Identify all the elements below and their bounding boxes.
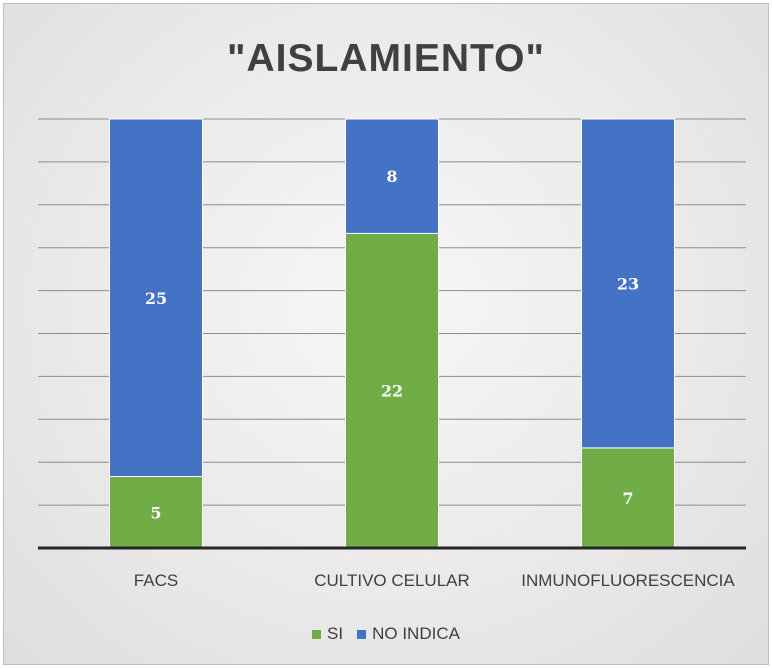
legend-item-no-indica: NO INDICA	[357, 624, 460, 644]
legend-swatch-si	[312, 629, 322, 639]
legend-item-si: SI	[312, 624, 343, 644]
data-label-si: 5	[150, 503, 161, 522]
data-label-no-indica: 23	[617, 274, 639, 293]
x-tick-label: CULTIVO CELULAR	[314, 571, 470, 590]
bar-no-indica	[345, 118, 439, 234]
data-label-si: 7	[622, 489, 633, 508]
data-label-si: 22	[381, 382, 403, 401]
legend: SI NO INDICA	[4, 624, 768, 644]
legend-label-si: SI	[327, 624, 344, 643]
legend-label-no-indica: NO INDICA	[372, 624, 460, 643]
bar-si	[581, 447, 675, 549]
legend-swatch-no-indica	[357, 629, 367, 639]
chart-frame: "AISLAMIENTO" 5 25 FACS 22 8 CULTIVO CELULAR 7…	[3, 3, 769, 665]
bar-si	[345, 232, 439, 549]
plot-area: 5 25 FACS 22 8 CULTIVO CELULAR 7 23 INMUNOFLUORE…	[38, 118, 746, 590]
x-tick-label: INMUNOFLUORESCENCIA	[521, 571, 735, 590]
bar-no-indica	[109, 118, 203, 477]
bar-si	[109, 476, 203, 549]
bar-no-indica	[581, 118, 675, 449]
data-label-no-indica: 25	[145, 289, 167, 308]
chart-title: "AISLAMIENTO"	[227, 37, 545, 80]
x-tick-label: FACS	[134, 571, 178, 590]
data-label-no-indica: 8	[386, 167, 397, 186]
